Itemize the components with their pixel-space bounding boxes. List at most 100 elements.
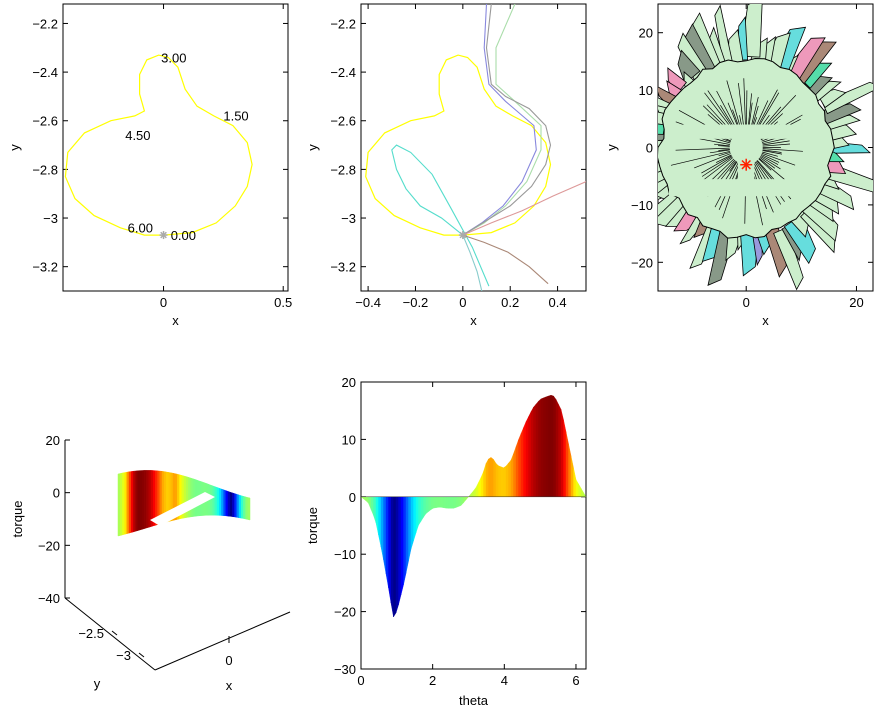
surface-strip <box>214 486 218 516</box>
torque-strip <box>543 396 547 497</box>
y-tick-label: 10 <box>342 432 356 447</box>
torque-strip <box>540 397 544 497</box>
x-tick-label: 0.5 <box>274 295 292 310</box>
x-axis-label: x <box>762 313 769 328</box>
torque-strip <box>438 496 442 508</box>
torque-strip <box>460 496 464 507</box>
x-axis-label: theta <box>459 693 489 708</box>
surface-strip <box>240 495 244 519</box>
tree-edge <box>762 151 778 157</box>
torque-strip <box>498 465 502 497</box>
tree-edge <box>761 154 780 163</box>
x-tick-label: 2 <box>429 673 436 688</box>
torque-strip <box>560 409 564 497</box>
torque-strip <box>383 496 387 574</box>
tree-edge <box>701 155 732 174</box>
tree-edge <box>760 155 779 165</box>
torque-strip <box>500 466 504 497</box>
z-axis-label: torque <box>10 501 25 538</box>
torque-strip <box>495 462 499 497</box>
y-axis-label: y <box>7 144 22 151</box>
torque-strip <box>578 483 582 497</box>
surface-strip <box>223 489 227 517</box>
y-tick-label: −2.2 <box>32 16 58 31</box>
surface-strip <box>144 470 147 529</box>
torque-strip <box>408 496 412 562</box>
torque-strip <box>565 431 569 497</box>
torque-strip <box>443 496 447 509</box>
surface-strip <box>216 487 220 516</box>
tree-edge <box>747 93 752 131</box>
tree-corridor <box>669 179 791 197</box>
tree-edge <box>675 147 730 151</box>
torque-strip <box>545 395 549 497</box>
tree-edge <box>762 149 782 153</box>
torque-strip <box>535 400 539 497</box>
torque-strip <box>488 457 492 497</box>
z-tick-label: 0 <box>53 486 60 501</box>
panel-search-tree: 0 20 20 10 0 −10 −20 x y <box>604 3 874 328</box>
x-tick-label: 0.4 <box>549 295 567 310</box>
torque-strip <box>573 467 577 497</box>
tree-edge <box>701 157 734 182</box>
trajectory-line <box>462 4 537 236</box>
torque-strip <box>568 443 572 497</box>
torque-strip <box>563 419 567 497</box>
torque-strip <box>455 496 459 508</box>
x-axis-label: x <box>226 678 233 693</box>
y-axis-line <box>64 597 156 671</box>
surface-strip <box>218 487 222 516</box>
tree-edge <box>718 148 730 151</box>
torque-strip <box>373 496 377 524</box>
time-annotation: 4.50 <box>125 128 150 143</box>
torque-strip <box>463 496 467 504</box>
torque-strip <box>410 496 414 550</box>
axes-box <box>360 3 587 292</box>
panel-torque-theta: 0 2 4 6 20 10 0 −10 −20 −30 theta torque <box>305 375 587 708</box>
tree-edge <box>738 83 745 131</box>
torque-strip <box>413 496 417 542</box>
start-marker <box>459 231 467 239</box>
y-axis-label: y <box>305 144 320 151</box>
torque-strip <box>520 427 524 497</box>
x-tick-label: 0 <box>357 673 364 688</box>
torque-strip <box>368 496 372 510</box>
torque-strip <box>453 496 457 509</box>
torque-strip <box>365 496 369 504</box>
x-tick-label: 0 <box>225 653 232 668</box>
tree-edge <box>762 143 791 147</box>
torque-strip <box>493 458 497 497</box>
y-tick-label: 20 <box>639 26 653 41</box>
torque-strip <box>518 433 522 497</box>
torque-strip <box>480 471 484 497</box>
torque-strip <box>548 394 552 497</box>
torque-strip <box>458 496 462 507</box>
tree-edge <box>758 158 772 171</box>
tree-edge <box>729 161 737 172</box>
x-axis-label: x <box>470 313 477 328</box>
x-tick-label: 20 <box>849 295 863 310</box>
tree-edge <box>758 158 786 180</box>
surface-strip <box>232 492 235 518</box>
x-axis-label: x <box>172 313 179 328</box>
tree-edge <box>743 78 746 131</box>
x-tick-label: −0.2 <box>403 295 429 310</box>
surface-gap <box>150 492 215 526</box>
surface-strip <box>148 470 152 528</box>
torque-strip <box>425 496 429 515</box>
tree-edge <box>761 152 796 166</box>
surface-strip <box>150 470 154 527</box>
y-tick-label: −30 <box>334 662 356 677</box>
torque-strip <box>503 465 507 497</box>
torque-strip <box>528 411 532 497</box>
z-tick-label: 20 <box>46 433 60 448</box>
surface-strip <box>190 477 194 518</box>
surface-strip <box>122 472 125 536</box>
z-tick-label: −20 <box>38 538 60 553</box>
tree-corridor <box>737 130 755 182</box>
panel-torque-3d: 20 0 −20 −40 torque −2.5 −3 0 y x <box>10 433 291 693</box>
y-tick-label: −2.4 <box>32 65 58 80</box>
torque-strip <box>530 407 534 497</box>
tree-edge <box>762 140 790 146</box>
